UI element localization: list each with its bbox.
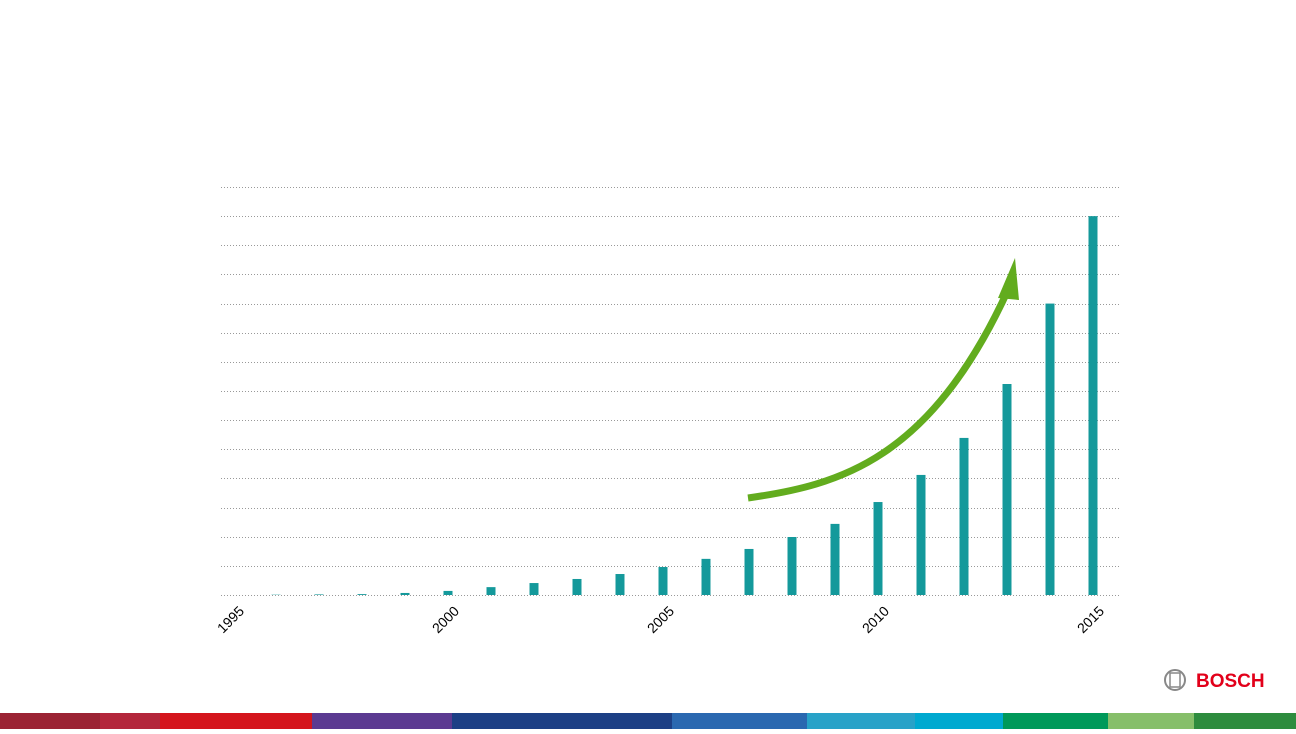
band (807, 713, 915, 729)
chart: 1995 2000 2005 2010 2015 (214, 188, 1121, 637)
bar (788, 537, 797, 595)
band (1108, 713, 1194, 729)
trend-arrow (748, 290, 1008, 498)
bar (444, 591, 453, 595)
bar (874, 502, 883, 595)
bar (358, 594, 367, 595)
band (672, 713, 807, 729)
band (1194, 713, 1296, 729)
bar (401, 593, 410, 595)
x-tick-label: 1995 (214, 603, 247, 636)
x-tick-label: 2000 (429, 603, 462, 636)
band (452, 713, 672, 729)
logo: BOSCH (1165, 670, 1265, 692)
bar (573, 579, 582, 595)
band (160, 713, 312, 729)
bar (1003, 384, 1012, 595)
band (100, 713, 160, 729)
band (915, 713, 1003, 729)
arrow-head (998, 258, 1019, 300)
logo-icon-inner (1170, 673, 1180, 687)
bar (702, 559, 711, 595)
bar (1046, 304, 1055, 595)
bar (917, 475, 926, 595)
bar (960, 438, 969, 595)
x-tick-label: 2015 (1074, 603, 1107, 636)
band (312, 713, 452, 729)
bar (530, 583, 539, 595)
bar (616, 574, 625, 595)
bar (745, 549, 754, 595)
color-band (0, 713, 1296, 729)
bar (831, 524, 840, 595)
x-tick-label: 2005 (644, 603, 677, 636)
band (0, 713, 100, 729)
band (1003, 713, 1108, 729)
bar (659, 567, 668, 595)
bar (1089, 216, 1098, 595)
logo-text: BOSCH (1196, 671, 1265, 692)
x-tick-label: 2010 (859, 603, 892, 636)
bar (487, 587, 496, 595)
bar (315, 594, 324, 595)
